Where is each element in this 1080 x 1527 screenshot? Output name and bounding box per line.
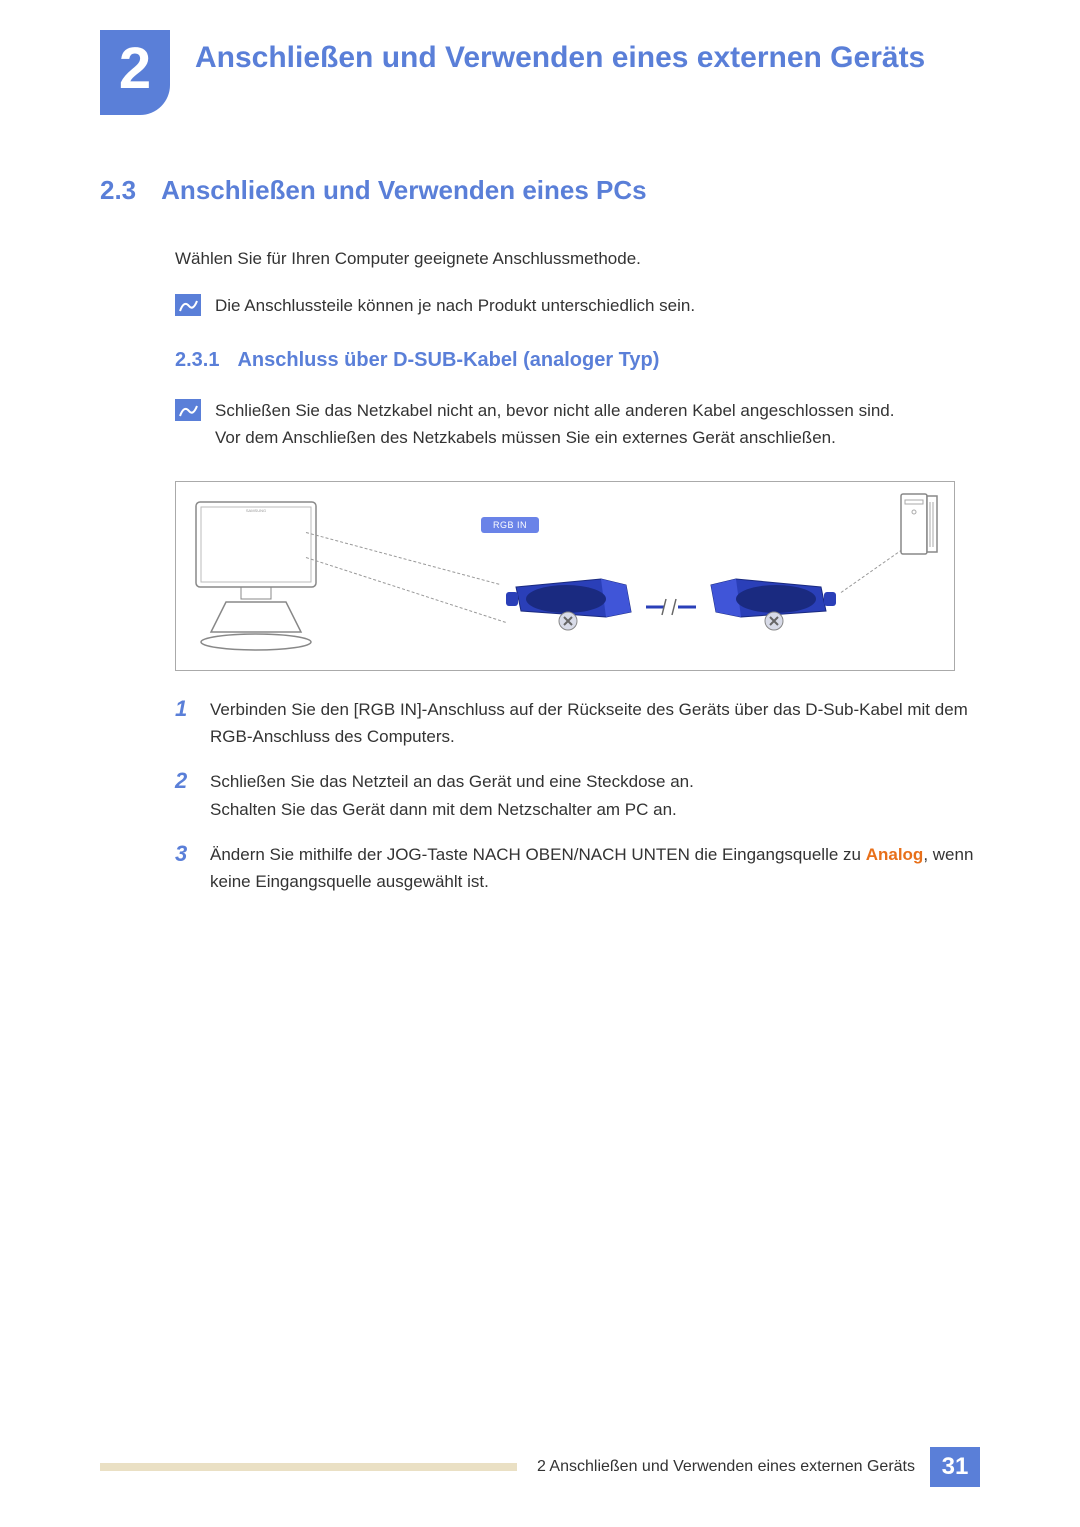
step-text: Verbinden Sie den [RGB IN]-Anschluss auf… (210, 696, 980, 750)
section-title: Anschließen und Verwenden eines PCs (161, 175, 646, 206)
page-footer: 2 Anschließen und Verwenden eines extern… (100, 1447, 980, 1487)
note-2-line1: Schließen Sie das Netzkabel nicht an, be… (215, 401, 894, 420)
footer-bar (100, 1463, 517, 1471)
step-number: 2 (175, 768, 195, 794)
monitor-icon: SAMSUNG (191, 497, 321, 652)
content-area: 2.3 Anschließen und Verwenden eines PCs … (0, 115, 1080, 895)
dsub-connector-left-icon (506, 567, 636, 632)
note-2: Schließen Sie das Netzkabel nicht an, be… (175, 397, 980, 451)
chapter-header: 2 Anschließen und Verwenden eines extern… (0, 0, 1080, 115)
pc-icon (899, 492, 939, 557)
step-2: 2 Schließen Sie das Netzteil an das Gerä… (175, 768, 980, 822)
intro-text: Wählen Sie für Ihren Computer geeignete … (175, 246, 980, 272)
dsub-connector-right-icon (706, 567, 836, 632)
subsection-heading: 2.3.1 Anschluss über D-SUB-Kabel (analog… (175, 349, 980, 372)
step-1: 1 Verbinden Sie den [RGB IN]-Anschluss a… (175, 696, 980, 750)
note-2-text: Schließen Sie das Netzkabel nicht an, be… (215, 397, 894, 451)
step-text: Ändern Sie mithilfe der JOG-Taste NACH O… (210, 841, 980, 895)
page: 2 Anschließen und Verwenden eines extern… (0, 0, 1080, 1527)
cable-break-icon (646, 597, 696, 617)
step-3: 3 Ändern Sie mithilfe der JOG-Taste NACH… (175, 841, 980, 895)
step-text: Schließen Sie das Netzteil an das Gerät … (210, 768, 694, 822)
note-icon (175, 399, 201, 421)
step-number: 3 (175, 841, 195, 867)
dashed-line (306, 557, 506, 623)
note-2-line2: Vor dem Anschließen des Netzkabels müsse… (215, 428, 836, 447)
chapter-number-badge: 2 (100, 30, 170, 115)
subsection-number: 2.3.1 (175, 349, 219, 372)
footer-label: 2 Anschließen und Verwenden eines extern… (517, 1458, 930, 1476)
page-number: 31 (930, 1447, 980, 1487)
note-1: Die Anschlussteile können je nach Produk… (175, 292, 980, 319)
step-number: 1 (175, 696, 195, 722)
chapter-title: Anschließen und Verwenden eines externen… (195, 30, 925, 79)
port-label: RGB IN (481, 517, 539, 533)
section-number: 2.3 (100, 175, 136, 206)
svg-text:SAMSUNG: SAMSUNG (246, 508, 266, 513)
note-icon (175, 294, 201, 316)
subsection-title: Anschluss über D-SUB-Kabel (analoger Typ… (237, 349, 659, 372)
dashed-line (306, 532, 499, 585)
steps-list: 1 Verbinden Sie den [RGB IN]-Anschluss a… (175, 696, 980, 895)
section-heading: 2.3 Anschließen und Verwenden eines PCs (100, 175, 980, 206)
note-1-text: Die Anschlussteile können je nach Produk… (215, 292, 695, 319)
highlight-term: Analog (866, 845, 924, 864)
connection-diagram: SAMSUNG RGB IN (175, 481, 955, 671)
